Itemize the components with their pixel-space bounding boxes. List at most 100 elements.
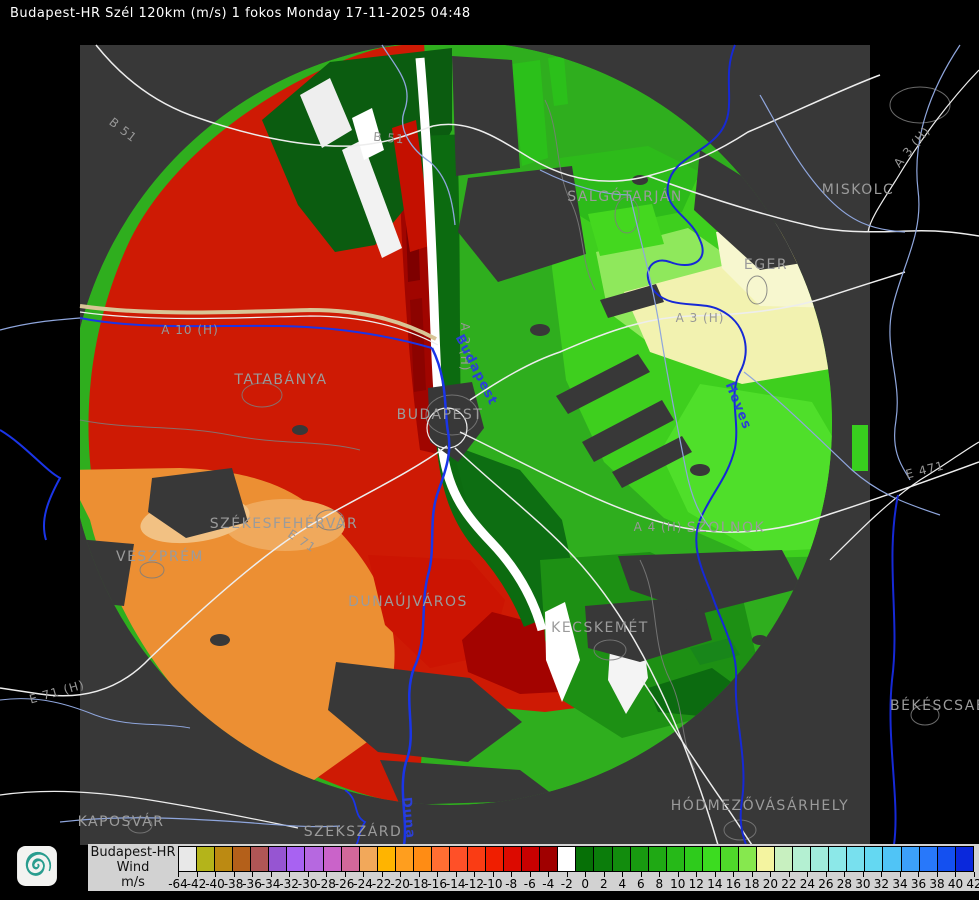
legend-color-cell — [358, 846, 377, 872]
legend-color-cell — [430, 846, 449, 872]
legend-color-cell — [719, 846, 738, 872]
legend-color-cell — [665, 846, 684, 872]
legend-color-cell — [756, 846, 775, 872]
legend-color-cell — [828, 846, 847, 872]
legend-tick-label: -42 — [186, 877, 207, 891]
legend-unit-label: m/s — [121, 875, 145, 890]
legend-tick-mark — [659, 872, 661, 877]
legend-tick-label: -28 — [316, 877, 336, 891]
legend-tick-mark — [899, 872, 901, 877]
legend-color-cell — [701, 846, 720, 872]
legend-tick-mark — [862, 872, 864, 877]
legend-color-cell — [846, 846, 865, 872]
legend-tick-label: -14 — [445, 877, 466, 891]
legend-tick-mark — [566, 872, 568, 877]
legend-tick-label: 26 — [818, 877, 834, 891]
city-label-tatab-nya: TATABÁNYA — [234, 372, 328, 388]
legend-tick-mark — [955, 872, 957, 877]
legend-tick-label: 12 — [688, 877, 704, 891]
legend-tick-mark — [474, 872, 476, 877]
product-title: Budapest-HR Szél 120km (m/s) 1 fokos Mon… — [10, 6, 471, 21]
legend-tick-mark — [844, 872, 846, 877]
legend-tick-label: 40 — [947, 877, 964, 891]
legend-tick-mark — [807, 872, 809, 877]
legend-product-label: Budapest-HR — [90, 845, 176, 860]
legend-tick-mark — [418, 872, 420, 877]
legend-tick-mark — [696, 872, 698, 877]
legend-tick-label: -20 — [390, 877, 410, 891]
legend-tick-mark — [307, 872, 309, 877]
legend-tick-label: 6 — [636, 877, 645, 891]
legend-color-cell — [304, 846, 323, 872]
city-label-b-k-scsaba: BÉKÉSCSABA — [889, 698, 979, 714]
legend-tick-mark — [511, 872, 513, 877]
legend-tick-mark — [215, 872, 217, 877]
legend-color-cell — [448, 846, 467, 872]
legend-tick-label: 20 — [762, 877, 778, 891]
legend-tick-mark — [603, 872, 605, 877]
legend-tick-mark — [974, 872, 975, 877]
legend-tick-label: -24 — [353, 877, 373, 891]
legend-tick-mark — [881, 872, 883, 877]
roads — [0, 44, 979, 846]
legend-tick-label: 0 — [581, 877, 590, 891]
legend-tick-mark — [492, 872, 494, 877]
city-label-veszpr-m: VESZPRÉM — [116, 549, 204, 565]
legend-tick-label: -12 — [464, 877, 484, 891]
legend-tick-mark — [936, 872, 938, 877]
city-label-h-dmez-v-s-rhely: HÓDMEZŐVÁSÁRHELY — [670, 798, 850, 814]
legend-tick-mark — [400, 872, 402, 877]
legend-color-cell — [954, 846, 974, 872]
legend-tick-mark — [344, 872, 346, 877]
legend-tick-label: -40 — [205, 877, 225, 891]
legend-color-cell — [810, 846, 829, 872]
city-label-eger: EGER — [743, 257, 789, 273]
legend-color-cell — [232, 846, 251, 872]
legend-tick-mark — [677, 872, 679, 877]
road-label-a-10-h: A 10 (H) — [161, 323, 219, 337]
legend-tick-mark — [289, 872, 291, 877]
legend-tick-label: 28 — [836, 877, 853, 891]
legend-tick-label: 10 — [670, 877, 686, 891]
legend-tick-label: 34 — [892, 877, 908, 891]
legend-color-cell — [214, 846, 233, 872]
legend-color-cell — [178, 846, 197, 872]
city-label-miskolc: MISKOLC — [821, 182, 895, 198]
legend-tick-mark — [233, 872, 235, 877]
legend-color-cell — [792, 846, 811, 872]
legend-color-cell — [539, 846, 558, 872]
city-label-sz-kesfeh-rv-r: SZÉKESFEHÉRVÁR — [209, 516, 359, 532]
legend-tick-mark — [363, 872, 365, 877]
legend-color-cell — [918, 846, 937, 872]
legend-tick-label: -2 — [560, 877, 573, 891]
legend-color-scale: -64 -42 -40 -38 -36 -34 -32 -30 -28 -26 -24 -22 -20-… — [168, 846, 979, 891]
legend-color-cell — [575, 846, 594, 872]
legend-color-cell — [503, 846, 522, 872]
city-label-duna-jv-ros: DUNAÚJVÁROS — [348, 594, 468, 610]
legend-tick-label: 16 — [725, 877, 741, 891]
legend-color-cell — [629, 846, 648, 872]
legend-tick-mark — [437, 872, 439, 877]
legend-tick-mark — [733, 872, 735, 877]
legend-tick-mark — [770, 872, 772, 877]
legend-tick-mark — [918, 872, 920, 877]
legend-color-cell — [340, 846, 359, 872]
legend-tick-mark — [788, 872, 790, 877]
legend-color-cell — [322, 846, 341, 872]
legend-color-cell — [774, 846, 793, 872]
legend-cells — [178, 846, 974, 872]
city-label-budapest: BUDAPEST — [396, 407, 484, 423]
legend-color-cell — [521, 846, 540, 872]
legend-tick-mark — [252, 872, 254, 877]
legend-tick-label: 22 — [781, 877, 797, 891]
legend-tick-label: 32 — [873, 877, 890, 891]
legend-color-cell — [467, 846, 486, 872]
legend-tick-mark — [270, 872, 272, 877]
legend-tick-label: -22 — [371, 877, 392, 891]
legend-tick-label: 24 — [799, 877, 816, 891]
legend-tick-mark — [326, 872, 328, 877]
legend-tick-mark — [714, 872, 716, 877]
legend-color-cell — [412, 846, 431, 872]
legend-tick-mark — [455, 872, 457, 877]
